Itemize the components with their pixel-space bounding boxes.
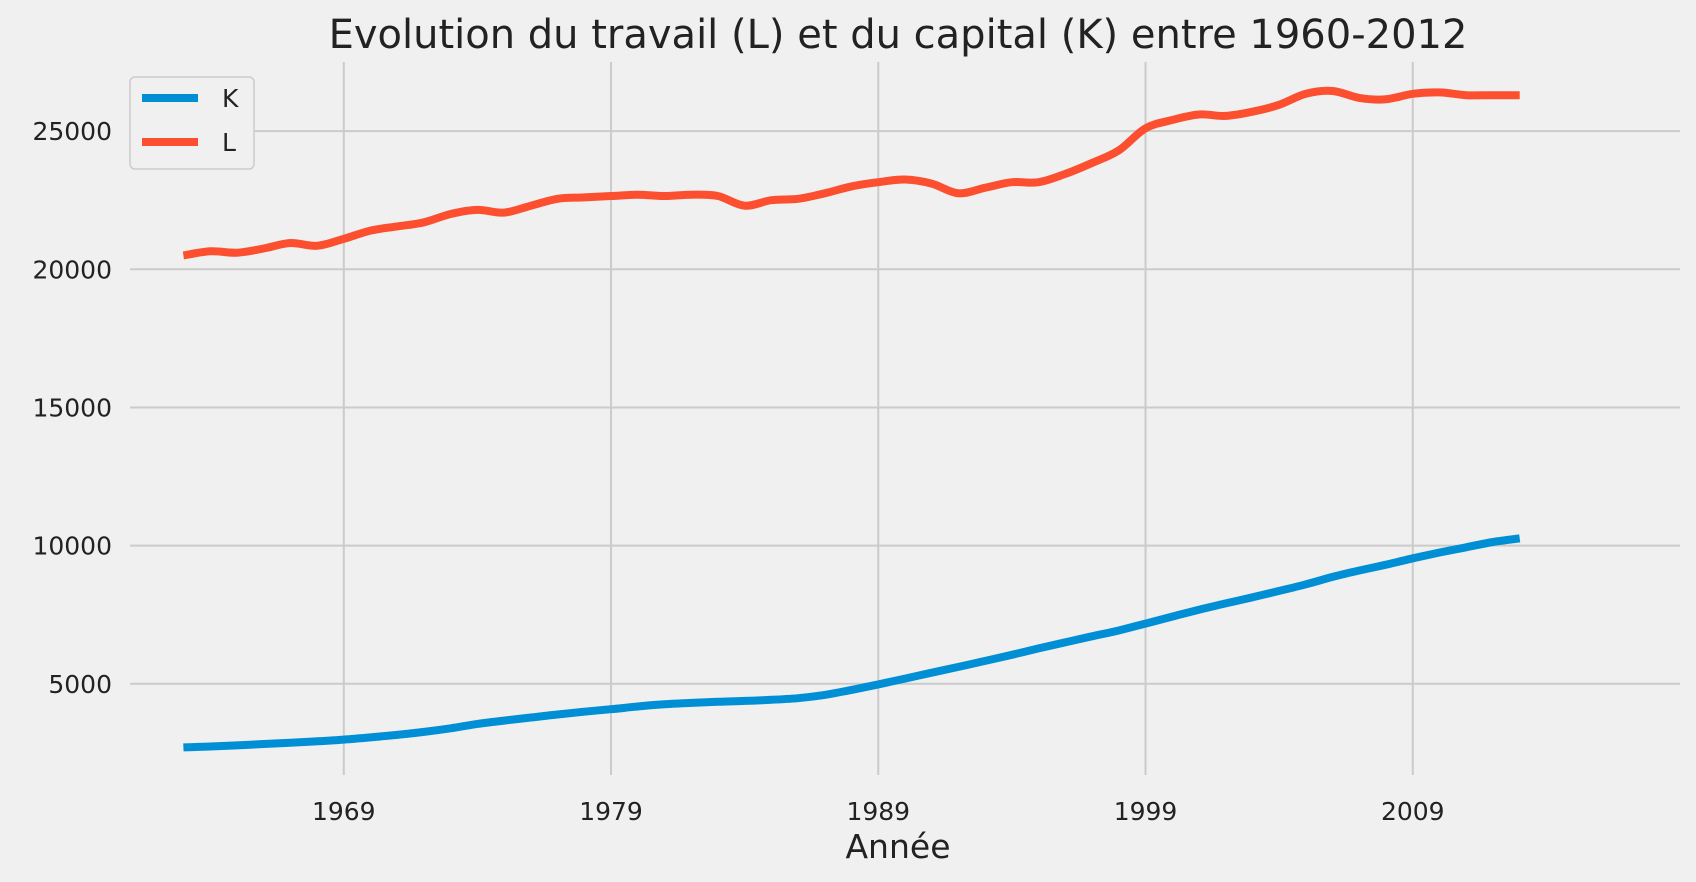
y-tick-label: 10000: [32, 532, 112, 561]
y-tick-label: 15000: [32, 393, 112, 422]
x-tick-label: 1999: [1114, 797, 1178, 826]
x-tick-label: 1969: [312, 797, 376, 826]
y-tick-labels: 5000 10000 15000 20000 25000: [32, 117, 112, 699]
x-tick-label: 1989: [846, 797, 910, 826]
series-line-K: [183, 534, 1521, 752]
series-lines: [182, 86, 1521, 752]
x-tick-label: 1979: [579, 797, 643, 826]
x-tick-labels: 1969 1979 1989 1999 2009: [312, 797, 1445, 826]
chart-title: Evolution du travail (L) et du capital (…: [329, 12, 1468, 58]
legend-label-L: L: [222, 128, 236, 157]
x-axis-label: Année: [845, 827, 950, 866]
y-tick-label: 25000: [32, 117, 112, 146]
x-tick-label: 2009: [1381, 797, 1445, 826]
y-tick-label: 5000: [48, 670, 112, 699]
series-line-L: [182, 86, 1520, 260]
y-tick-label: 20000: [32, 255, 112, 284]
legend-label-K: K: [222, 84, 239, 113]
legend: KL: [129, 76, 255, 170]
